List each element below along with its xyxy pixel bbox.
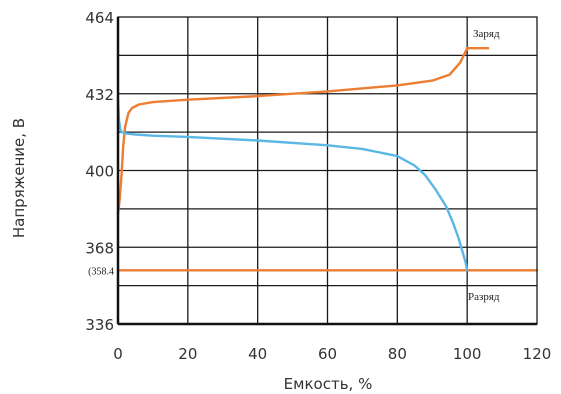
series-label-charge: Заряд	[473, 28, 500, 40]
y-tick-label: 336	[85, 316, 114, 334]
y-axis-title: Напряжение, В	[10, 118, 28, 238]
x-tick-label: 100	[453, 345, 482, 363]
x-tick-label: 60	[318, 345, 337, 363]
grid-lines	[118, 17, 537, 324]
y-tick-label: 368	[85, 239, 114, 257]
x-tick-label: 0	[113, 345, 123, 363]
series-label-discharge: Разряд	[468, 291, 500, 303]
y-tick-label: 400	[85, 163, 114, 181]
series-labels: Заряд Разряд	[468, 28, 500, 303]
x-tick-label: 120	[523, 345, 552, 363]
x-tick-label: 40	[248, 345, 267, 363]
series-line	[118, 48, 488, 214]
x-tick-labels: 0 20 40 60 80 100 120	[113, 345, 551, 363]
x-axis-title: Емкость, %	[284, 375, 373, 393]
y-tick-labels: 336 (358.4 368 400 432 464	[85, 9, 114, 334]
x-tick-label: 20	[178, 345, 197, 363]
y-tick-label: 432	[85, 86, 114, 104]
y-tick-label: (358.4	[88, 266, 114, 277]
x-tick-label: 80	[388, 345, 407, 363]
y-tick-label: 464	[85, 9, 114, 27]
series-line	[118, 101, 467, 270]
